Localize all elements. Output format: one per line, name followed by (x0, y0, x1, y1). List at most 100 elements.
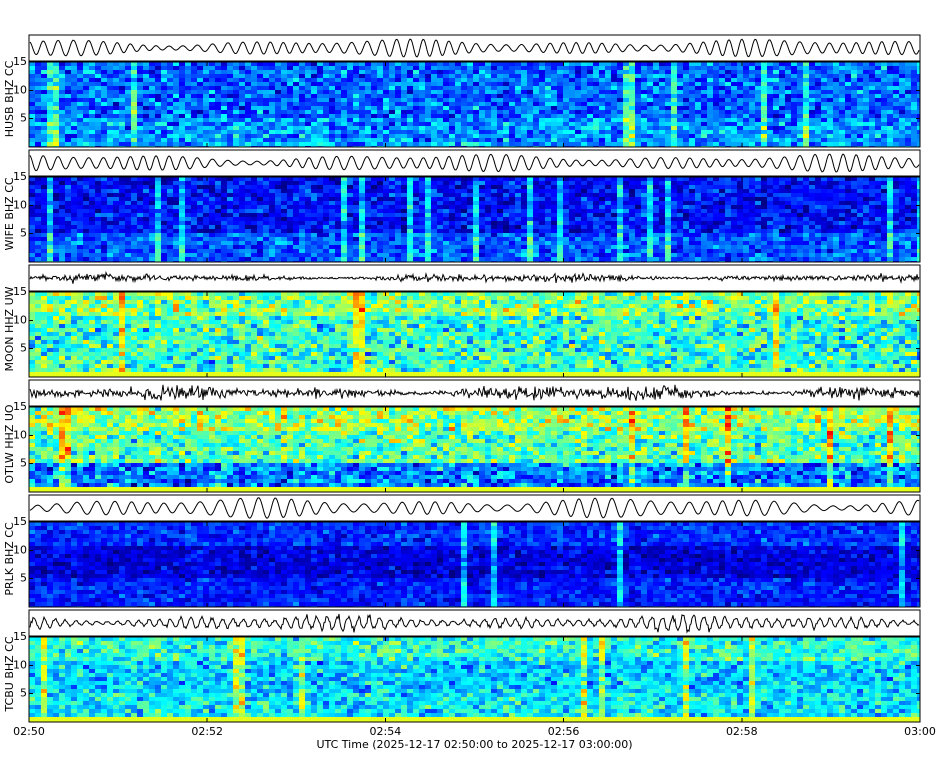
spectrogram-cell (71, 193, 77, 197)
spectrogram-cell (725, 90, 731, 94)
spectrogram-cell (335, 197, 341, 201)
spectrogram-cell (575, 86, 581, 90)
spectrogram-cell (401, 134, 407, 138)
spectrogram-cell (773, 181, 779, 185)
spectrogram-cell (749, 209, 755, 213)
spectrogram-cell (89, 106, 95, 110)
spectrogram-cell (185, 142, 191, 146)
spectrogram-cell (269, 74, 275, 78)
spectrogram-cell (239, 126, 245, 130)
spectrogram-cell (281, 189, 287, 193)
spectrogram-cell (515, 181, 521, 185)
spectrogram-cell (749, 217, 755, 221)
spectrogram-cell (425, 118, 431, 122)
spectrogram-cell (803, 86, 809, 90)
spectrogram-cell (263, 110, 269, 114)
spectrogram-cell (353, 94, 359, 98)
spectrogram-cell (707, 86, 713, 90)
spectrogram-cell (35, 189, 41, 193)
spectrogram-cell (857, 66, 863, 70)
spectrogram-cell (119, 209, 125, 213)
spectrogram-cell (533, 106, 539, 110)
spectrogram-cell (491, 106, 497, 110)
spectrogram-cell (863, 134, 869, 138)
spectrogram-cell (83, 118, 89, 122)
spectrogram-cell (197, 114, 203, 118)
spectrogram-cell (653, 134, 659, 138)
spectrogram-cell (179, 197, 185, 201)
spectrogram-cell (635, 177, 641, 181)
spectrogram-cell (587, 86, 593, 90)
spectrogram-cell (377, 66, 383, 70)
spectrogram-cell (677, 82, 683, 86)
spectrogram-cell (395, 110, 401, 114)
spectrogram-cell (59, 130, 65, 134)
spectrogram-cell (341, 102, 347, 106)
spectrogram-cell (275, 114, 281, 118)
spectrogram-cell (113, 78, 119, 82)
spectrogram-cell (455, 66, 461, 70)
spectrogram-cell (779, 90, 785, 94)
spectrogram-cell (731, 86, 737, 90)
spectrogram-cell (437, 90, 443, 94)
spectrogram-cell (347, 70, 353, 74)
spectrogram-cell (71, 126, 77, 130)
spectrogram-cell (563, 118, 569, 122)
spectrogram-cell (587, 126, 593, 130)
spectrogram-cell (551, 142, 557, 146)
spectrogram-cell (197, 193, 203, 197)
spectrogram-cell (557, 130, 563, 134)
spectrogram-cell (617, 62, 623, 66)
spectrogram-cell (191, 126, 197, 130)
spectrogram-cell (797, 86, 803, 90)
spectrogram-cell (71, 197, 77, 201)
spectrogram-cell (617, 205, 623, 209)
spectrogram-cell (605, 193, 611, 197)
spectrogram-cell (815, 110, 821, 114)
spectrogram-cell (317, 62, 323, 66)
spectrogram-cell (131, 185, 137, 189)
spectrogram-cell (497, 74, 503, 78)
spectrogram-cell (725, 66, 731, 70)
spectrogram-cell (233, 66, 239, 70)
spectrogram-cell (299, 213, 305, 217)
spectrogram-cell (29, 70, 35, 74)
spectrogram-cell (695, 98, 701, 102)
spectrogram-cell (575, 193, 581, 197)
spectrogram-cell (599, 114, 605, 118)
spectrogram-cell (323, 142, 329, 146)
spectrogram-cell (137, 126, 143, 130)
spectrogram-cell (371, 122, 377, 126)
spectrogram-cell (755, 102, 761, 106)
spectrogram-cell (701, 102, 707, 106)
spectrogram-cell (575, 82, 581, 86)
spectrogram-cell (629, 122, 635, 126)
spectrogram-cell (191, 122, 197, 126)
spectrogram-cell (623, 90, 629, 94)
spectrogram-cell (353, 134, 359, 138)
spectrogram-cell (287, 217, 293, 221)
spectrogram-cell (185, 213, 191, 217)
spectrogram-cell (305, 90, 311, 94)
spectrogram-cell (473, 201, 479, 205)
spectrogram-cell (71, 142, 77, 146)
spectrogram-cell (137, 130, 143, 134)
spectrogram-cell (257, 134, 263, 138)
spectrogram-cell (869, 70, 875, 74)
spectrogram-cell (641, 185, 647, 189)
spectrogram-cell (365, 130, 371, 134)
spectrogram-cell (323, 213, 329, 217)
spectrogram-cell (389, 217, 395, 221)
spectrogram-cell (287, 86, 293, 90)
spectrogram-cell (653, 82, 659, 86)
spectrogram-cell (887, 193, 893, 197)
spectrogram-cell (185, 114, 191, 118)
spectrogram-cell (713, 126, 719, 130)
spectrogram-cell (779, 118, 785, 122)
spectrogram-cell (767, 74, 773, 78)
spectrogram-cell (863, 118, 869, 122)
spectrogram-cell (287, 70, 293, 74)
spectrogram-cell (425, 177, 431, 181)
spectrogram-cell (881, 142, 887, 146)
spectrogram-cell (761, 62, 767, 66)
